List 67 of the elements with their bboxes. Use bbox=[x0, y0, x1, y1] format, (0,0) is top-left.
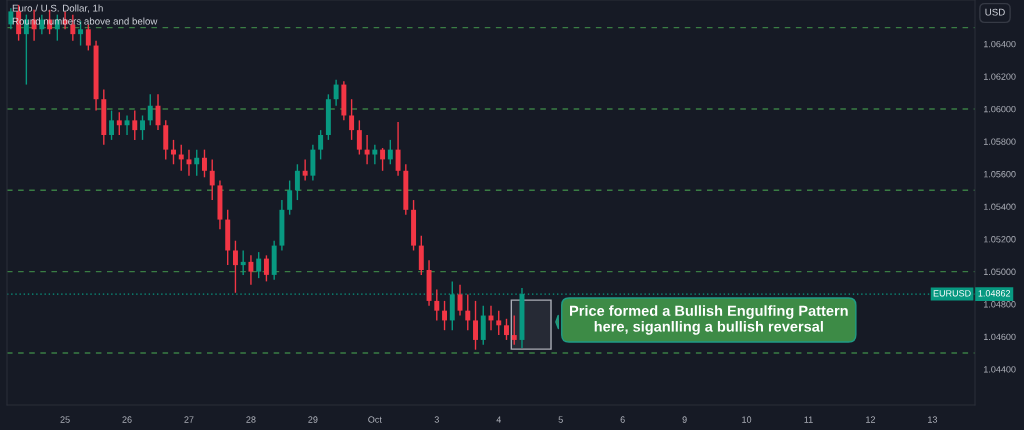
candlestick bbox=[256, 251, 262, 279]
candlestick bbox=[147, 93, 153, 126]
candlestick bbox=[496, 309, 502, 336]
candlestick bbox=[356, 119, 362, 156]
ref-line-label: EURUSD bbox=[933, 290, 971, 297]
y-tick-label: 1.05200 bbox=[984, 236, 1016, 243]
candlestick bbox=[442, 300, 448, 331]
y-tick-label: 1.05400 bbox=[984, 203, 1016, 210]
y-tick-label: 1.04600 bbox=[984, 333, 1016, 341]
candlestick bbox=[140, 114, 145, 141]
candlestick bbox=[349, 98, 355, 141]
candlestick bbox=[124, 114, 130, 136]
candlestick bbox=[287, 179, 293, 216]
x-tick-label: 3 bbox=[434, 416, 439, 423]
candlestick bbox=[171, 139, 176, 165]
candlestick bbox=[372, 144, 378, 165]
x-tick-label: 25 bbox=[60, 416, 70, 423]
y-tick-label: 1.05800 bbox=[984, 138, 1016, 145]
y-tick-label: 1.06400 bbox=[984, 40, 1016, 48]
candlestick bbox=[194, 148, 200, 177]
candlestick bbox=[132, 109, 138, 141]
candlestick bbox=[248, 254, 254, 286]
candlestick bbox=[333, 79, 339, 107]
y-tick-label: 1.04800 bbox=[984, 301, 1016, 308]
candlestick bbox=[380, 147, 386, 172]
candlestick bbox=[209, 158, 215, 201]
candlestick bbox=[511, 314, 517, 346]
candlestick bbox=[457, 283, 463, 317]
candlestick bbox=[473, 300, 478, 351]
candlestick bbox=[263, 254, 269, 283]
candlestick bbox=[116, 111, 122, 136]
y-tick-label: 1.06000 bbox=[984, 105, 1016, 113]
annotation: Price formed a Bullish Engulfing Pattern here, siganlling a bullish reversal bbox=[570, 305, 848, 335]
candlestick bbox=[8, 7, 14, 30]
candlestick bbox=[201, 148, 207, 178]
x-tick-label: 5 bbox=[558, 416, 563, 423]
annotation: 1.04862 bbox=[978, 290, 1011, 297]
x-tick-label: 26 bbox=[122, 416, 132, 423]
candlestick bbox=[294, 163, 300, 201]
candlestick bbox=[232, 240, 238, 294]
y-tick-label: 1.05000 bbox=[984, 268, 1016, 275]
candlestick bbox=[85, 23, 91, 52]
x-tick-label: 11 bbox=[804, 416, 813, 423]
candlestick bbox=[240, 249, 246, 276]
x-tick-label: 28 bbox=[246, 416, 256, 423]
candlestick bbox=[387, 139, 393, 165]
candlestick bbox=[465, 293, 471, 331]
x-tick-label: 6 bbox=[620, 416, 625, 423]
x-tick-label: 9 bbox=[682, 416, 687, 423]
y-tick-label: 1.06200 bbox=[984, 73, 1016, 80]
y-tick-label: 1.05600 bbox=[984, 171, 1016, 178]
candlestick bbox=[109, 109, 115, 141]
y-tick-label: 1.04400 bbox=[984, 366, 1016, 373]
x-tick-label: 27 bbox=[184, 416, 194, 423]
candlestick bbox=[395, 121, 401, 177]
candlestick bbox=[318, 129, 324, 161]
candlestick bbox=[364, 134, 370, 165]
candlestick bbox=[504, 318, 509, 341]
x-tick-label: Oct bbox=[368, 416, 382, 423]
candlestick bbox=[434, 288, 440, 322]
x-tick-label: 13 bbox=[928, 416, 938, 423]
x-tick-label: 4 bbox=[496, 416, 501, 423]
text: USD bbox=[985, 8, 1005, 16]
x-tick-label: 29 bbox=[308, 416, 318, 423]
x-tick-label: 12 bbox=[866, 416, 876, 423]
candlestick bbox=[302, 158, 308, 182]
x-tick-label: 10 bbox=[742, 416, 752, 423]
